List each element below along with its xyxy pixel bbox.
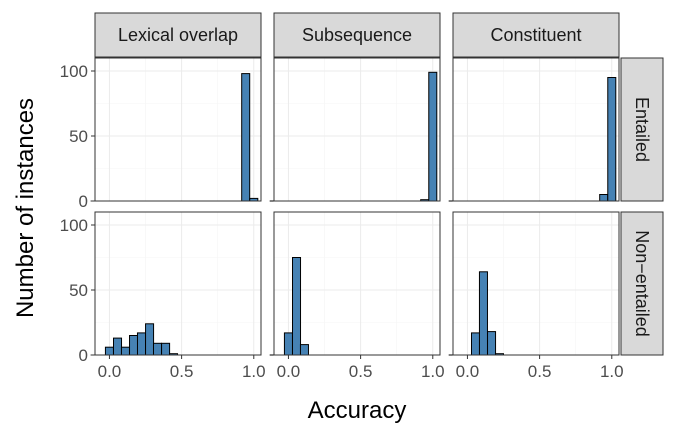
text-layer: Accuracy Number of instances Lexical ove… xyxy=(12,25,652,424)
strip-label-constituent: Constituent xyxy=(490,25,581,45)
bar-non-entailed-constituent xyxy=(478,271,488,356)
frame-layer xyxy=(91,12,664,359)
x-tick-label: 1.0 xyxy=(421,362,445,381)
x-tick-label: 0.0 xyxy=(98,362,122,381)
bar-non-entailed-lexical-overlap xyxy=(104,346,114,356)
strip-label-lexical-overlap: Lexical overlap xyxy=(118,25,238,45)
strip-column-lexical-overlap xyxy=(94,12,262,58)
y-tick-label: 100 xyxy=(60,62,88,81)
x-tick-label: 0.5 xyxy=(170,362,194,381)
panel-non-entailed-lexical-overlap xyxy=(94,211,262,356)
bar-non-entailed-subsequence xyxy=(283,332,293,356)
strip-label-subsequence: Subsequence xyxy=(302,25,412,45)
x-tick-label: 0.5 xyxy=(349,362,373,381)
bar-entailed-lexical-overlap xyxy=(241,73,251,202)
strip-row-non-entailed xyxy=(620,211,664,356)
panel-non-entailed-constituent xyxy=(452,211,620,356)
bar-non-entailed-constituent xyxy=(471,332,481,356)
bar-entailed-constituent xyxy=(599,194,609,202)
x-tick-label: 1.0 xyxy=(242,362,266,381)
panel-non-entailed-subsequence xyxy=(273,211,441,356)
panel-entailed-lexical-overlap xyxy=(94,57,262,202)
y-tick-label: 0 xyxy=(79,192,88,211)
bar-non-entailed-lexical-overlap xyxy=(113,337,123,356)
strip-row-entailed xyxy=(620,57,664,202)
bar-non-entailed-constituent xyxy=(487,331,497,356)
y-tick-label: 50 xyxy=(69,281,88,300)
bar-non-entailed-lexical-overlap xyxy=(161,342,171,356)
bar-non-entailed-lexical-overlap xyxy=(145,323,155,356)
panel-entailed-constituent xyxy=(452,57,620,202)
x-tick-label: 0.5 xyxy=(528,362,552,381)
bar-non-entailed-lexical-overlap xyxy=(120,346,130,356)
y-axis-title: Number of instances xyxy=(12,98,39,318)
bar-entailed-subsequence xyxy=(428,71,438,202)
strip-column-subsequence xyxy=(273,12,441,58)
x-tick-label: 0.0 xyxy=(277,362,301,381)
strip-label-entailed: Entailed xyxy=(632,97,652,162)
y-tick-label: 0 xyxy=(79,346,88,365)
y-tick-label: 50 xyxy=(69,127,88,146)
bar-non-entailed-subsequence xyxy=(292,257,302,356)
bar-non-entailed-lexical-overlap xyxy=(136,332,146,356)
x-axis-title: Accuracy xyxy=(308,397,407,424)
bar-entailed-constituent xyxy=(607,77,617,202)
strip-column-constituent xyxy=(452,12,620,58)
bar-non-entailed-lexical-overlap xyxy=(129,335,139,356)
bar-non-entailed-subsequence xyxy=(299,344,309,356)
bar-non-entailed-lexical-overlap xyxy=(152,342,163,356)
strip-label-non-entailed: Non−entailed xyxy=(632,230,652,337)
y-tick-label: 100 xyxy=(60,216,88,235)
x-tick-label: 0.0 xyxy=(456,362,480,381)
panel-entailed-subsequence xyxy=(273,57,441,202)
grid-layer xyxy=(95,58,619,356)
x-tick-label: 1.0 xyxy=(600,362,624,381)
